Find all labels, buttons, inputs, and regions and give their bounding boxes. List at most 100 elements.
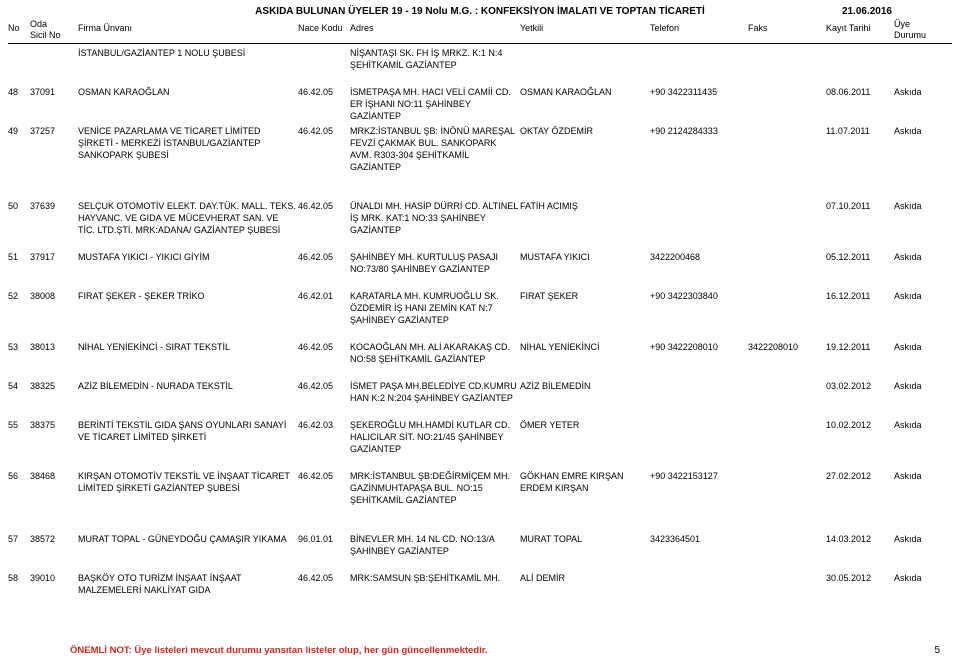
cell-adres: KOCAOĞLAN MH. ALİ AKARAKAŞ CD. NO:58 ŞEH… <box>350 341 518 365</box>
cell-sicil: 37091 <box>30 86 74 98</box>
cell-nace: 46.42.05 <box>298 251 348 263</box>
cell-no: 51 <box>8 251 28 263</box>
cell-adres: ŞAHİNBEY MH. KURTULUŞ PASAJI NO:73/80 ŞA… <box>350 251 518 275</box>
cell-firm: NİHAL YENİEKİNCİ - SIRAT TEKSTİL <box>78 341 296 353</box>
document-page: ASKIDA BULUNAN ÜYELER 19 - 19 Nolu M.G. … <box>0 0 960 598</box>
cell-yetkili: MUSTAFA YIKICI <box>520 251 648 263</box>
col-firma: Firma Ünvanı <box>78 23 296 33</box>
cell-tarih: 03.02.2012 <box>826 380 890 392</box>
cell-no: 55 <box>8 419 28 431</box>
col-faks: Faks <box>748 23 824 33</box>
cell-nace: 46.42.05 <box>298 341 348 353</box>
cell-telefon: +90 2124284333 <box>650 125 746 137</box>
col-yetkili: Yetkili <box>520 23 648 33</box>
cell-yetkili: FIRAT ŞEKER <box>520 290 648 302</box>
cell-no: 49 <box>8 125 28 137</box>
cell-sicil: 38013 <box>30 341 74 353</box>
col-adres: Adres <box>350 23 518 33</box>
title-row: ASKIDA BULUNAN ÜYELER 19 - 19 Nolu M.G. … <box>8 6 952 17</box>
cell-tarih: 10.02.2012 <box>826 419 890 431</box>
cell-firm: AZİZ BİLEMEDİN - NURADA TEKSTİL <box>78 380 296 392</box>
cell-faks: 3422208010 <box>748 341 824 353</box>
cell-adres: İSMET PAŞA MH.BELEDİYE CD.KUMRU HAN K:2 … <box>350 380 518 404</box>
cell-telefon: +90 3422311435 <box>650 86 746 98</box>
cell-sicil: 38325 <box>30 380 74 392</box>
table-row: 4837091OSMAN KARAOĞLAN46.42.05İSMETPAŞA … <box>8 85 952 124</box>
cell-tarih: 05.12.2011 <box>826 251 890 263</box>
cell-tarih: 14.03.2012 <box>826 533 890 545</box>
cell-no: 53 <box>8 341 28 353</box>
cell-durum: Askıda <box>894 290 948 302</box>
cell-nace: 46.42.05 <box>298 86 348 98</box>
cell-firm: İSTANBUL/GAZİANTEP 1 NOLU ŞUBESİ <box>78 47 296 59</box>
cell-firm: BERİNTİ TEKSTİL GIDA ŞANS OYUNLARI SANAY… <box>78 419 296 443</box>
cell-no: 50 <box>8 200 28 212</box>
cell-adres: MRK:İSTANBUL ŞB:DEĞİRMİÇEM MH. GAZİNMUHT… <box>350 470 518 506</box>
cell-adres: NİŞANTAŞI SK. FH İŞ MRKZ. K:1 N:4 ŞEHİTK… <box>350 47 518 71</box>
cell-no: 57 <box>8 533 28 545</box>
cell-tarih: 27.02.2012 <box>826 470 890 482</box>
cell-durum: Askıda <box>894 533 948 545</box>
col-no: No <box>8 23 28 33</box>
cell-adres: MRKZ:İSTANBUL ŞB: İNÖNÜ MAREŞAL FEVZİ ÇA… <box>350 125 518 173</box>
cell-no: 52 <box>8 290 28 302</box>
cell-firm: BAŞKÖY OTO TURİZM İNŞAAT İNŞAAT MALZEMEL… <box>78 572 296 596</box>
cell-adres: MRK:SAMSUN ŞB:ŞEHİTKAMİL MH. <box>350 572 518 584</box>
table-body: İSTANBUL/GAZİANTEP 1 NOLU ŞUBESİ NİŞANTA… <box>8 46 952 598</box>
table-row: 5638468KIRŞAN OTOMOTİV TEKSTİL VE İNŞAAT… <box>8 469 952 532</box>
table-row-continuation: İSTANBUL/GAZİANTEP 1 NOLU ŞUBESİ NİŞANTA… <box>8 46 952 85</box>
table-row: 5839010BAŞKÖY OTO TURİZM İNŞAAT İNŞAAT M… <box>8 571 952 598</box>
table-row: 5338013 NİHAL YENİEKİNCİ - SIRAT TEKSTİL4… <box>8 340 952 379</box>
cell-yetkili: ÖMER YETER <box>520 419 648 431</box>
cell-durum: Askıda <box>894 419 948 431</box>
cell-yetkili: ALİ DEMİR <box>520 572 648 584</box>
table-row: 5438325AZİZ BİLEMEDİN - NURADA TEKSTİL46… <box>8 379 952 418</box>
cell-durum: Askıda <box>894 470 948 482</box>
cell-nace: 96.01.01 <box>298 533 348 545</box>
cell-yetkili: NİHAL YENİEKİNCİ <box>520 341 648 353</box>
cell-yetkili: MURAT TOPAL <box>520 533 648 545</box>
cell-no: 48 <box>8 86 28 98</box>
table-row: 5137917MUSTAFA YIKICI - YIKICI GİYİM46.4… <box>8 250 952 289</box>
cell-firm: MURAT TOPAL - GÜNEYDOĞU ÇAMAŞIR YIKAMA <box>78 533 296 545</box>
col-sicil: Oda Sicil No <box>30 19 74 41</box>
table-row: 5538375BERİNTİ TEKSTİL GIDA ŞANS OYUNLAR… <box>8 418 952 469</box>
cell-sicil: 37917 <box>30 251 74 263</box>
cell-nace: 46.42.01 <box>298 290 348 302</box>
cell-yetkili: OSMAN KARAOĞLAN <box>520 86 648 98</box>
cell-yetkili: OKTAY ÖZDEMİR <box>520 125 648 137</box>
cell-adres: ŞEKEROĞLU MH.HAMDİ KUTLAR CD. HALICILAR … <box>350 419 518 455</box>
cell-durum: Askıda <box>894 380 948 392</box>
cell-durum: Askıda <box>894 572 948 584</box>
table-row: 4937257VENİCE PAZARLAMA VE TİCARET LİMİT… <box>8 124 952 199</box>
document-date: 21.06.2016 <box>842 6 892 17</box>
cell-durum: Askıda <box>894 341 948 353</box>
table-row: 5037639SELÇUK OTOMOTİV ELEKT. DAY.TÜK. M… <box>8 199 952 250</box>
cell-telefon: +90 3422303840 <box>650 290 746 302</box>
cell-durum: Askıda <box>894 251 948 263</box>
cell-yetkili: FATİH ACIMIŞ <box>520 200 648 212</box>
cell-firm: KIRŞAN OTOMOTİV TEKSTİL VE İNŞAAT TİCARE… <box>78 470 296 494</box>
table-row: 5238008FIRAT ŞEKER - ŞEKER TRİKO46.42.01… <box>8 289 952 340</box>
cell-sicil: 38008 <box>30 290 74 302</box>
col-uye: Üye Durumu <box>894 19 948 41</box>
cell-telefon: 3423364501 <box>650 533 746 545</box>
cell-tarih: 07.10.2011 <box>826 200 890 212</box>
cell-durum: Askıda <box>894 200 948 212</box>
cell-nace: 46.42.05 <box>298 572 348 584</box>
col-telefon: Telefon <box>650 23 746 33</box>
cell-adres: BİNEVLER MH. 14 NL CD. NO:13/A ŞAHİNBEY … <box>350 533 518 557</box>
cell-no: 56 <box>8 470 28 482</box>
table-row: 5738572MURAT TOPAL - GÜNEYDOĞU ÇAMAŞIR Y… <box>8 532 952 571</box>
footer-note: ÖNEMLİ NOT: Üye listeleri mevcut durumu … <box>70 645 488 656</box>
cell-durum: Askıda <box>894 86 948 98</box>
cell-tarih: 11.07.2011 <box>826 125 890 137</box>
page-title: ASKIDA BULUNAN ÜYELER 19 - 19 Nolu M.G. … <box>255 6 705 17</box>
cell-tarih: 16.12.2011 <box>826 290 890 302</box>
cell-tarih: 19.12.2011 <box>826 341 890 353</box>
cell-adres: KARATARLA MH. KUMRUOĞLU SK. ÖZDEMİR İŞ H… <box>350 290 518 326</box>
cell-yetkili: GÖKHAN EMRE KIRŞAN ERDEM KIRŞAN <box>520 470 648 494</box>
cell-nace: 46.42.03 <box>298 419 348 431</box>
cell-nace: 46.42.05 <box>298 200 348 212</box>
cell-telefon: +90 3422208010 <box>650 341 746 353</box>
